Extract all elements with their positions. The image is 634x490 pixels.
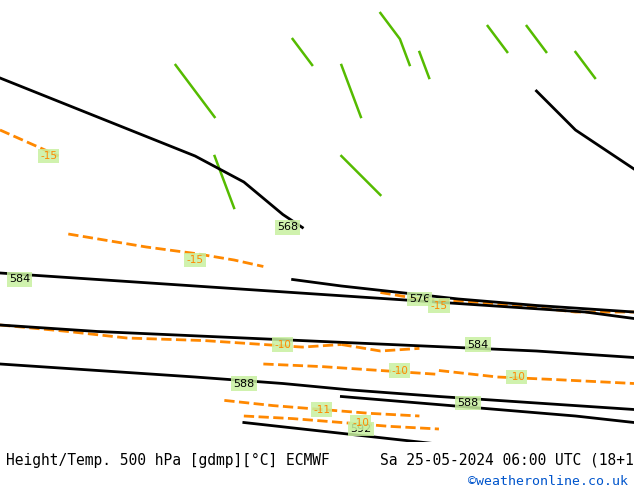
Text: 592: 592 (350, 424, 372, 434)
Text: 588: 588 (458, 398, 479, 408)
Text: 576: 576 (409, 294, 430, 304)
Text: 588: 588 (233, 378, 254, 389)
Text: -10: -10 (508, 372, 526, 382)
Text: -11: -11 (313, 405, 330, 415)
Text: 568: 568 (277, 222, 299, 232)
Text: Height/Temp. 500 hPa [gdmp][°C] ECMWF: Height/Temp. 500 hPa [gdmp][°C] ECMWF (6, 453, 330, 468)
Text: -15: -15 (186, 255, 204, 265)
Text: -15: -15 (430, 300, 448, 311)
Text: -10: -10 (353, 417, 370, 427)
Text: -10: -10 (275, 340, 291, 349)
Text: Sa 25-05-2024 06:00 UTC (18+12): Sa 25-05-2024 06:00 UTC (18+12) (380, 453, 634, 468)
Text: ©weatheronline.co.uk: ©weatheronline.co.uk (468, 475, 628, 488)
Text: -10: -10 (391, 366, 408, 375)
Text: 584: 584 (9, 274, 30, 285)
Text: 584: 584 (467, 340, 489, 349)
Text: -15: -15 (41, 151, 57, 161)
